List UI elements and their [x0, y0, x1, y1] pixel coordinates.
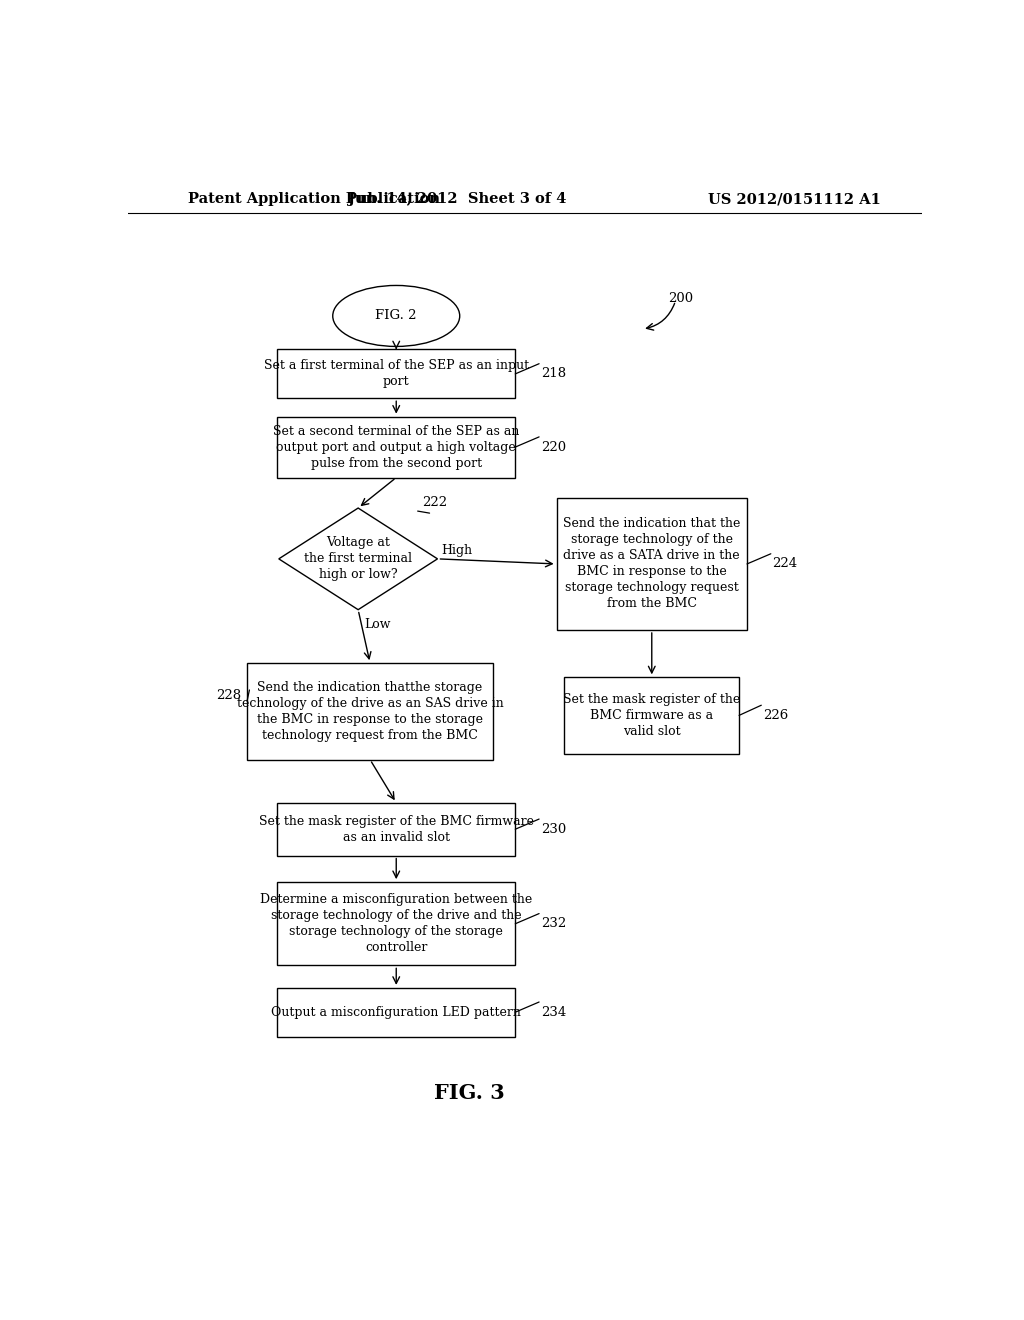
Text: 222: 222 [422, 496, 446, 510]
Text: Send the indication that the
storage technology of the
drive as a SATA drive in : Send the indication that the storage tec… [563, 517, 740, 610]
Text: 220: 220 [541, 441, 566, 454]
Text: Voltage at
the first terminal
high or low?: Voltage at the first terminal high or lo… [304, 536, 412, 581]
Text: 200: 200 [668, 292, 693, 305]
Text: 234: 234 [541, 1006, 566, 1019]
Text: US 2012/0151112 A1: US 2012/0151112 A1 [709, 191, 881, 206]
Text: 230: 230 [541, 822, 566, 836]
FancyBboxPatch shape [564, 677, 739, 754]
FancyBboxPatch shape [278, 882, 515, 965]
Text: 224: 224 [772, 557, 798, 570]
Ellipse shape [333, 285, 460, 346]
Text: 218: 218 [541, 367, 566, 380]
Text: Set the mask register of the BMC firmware
as an invalid slot: Set the mask register of the BMC firmwar… [259, 814, 534, 843]
Text: 228: 228 [216, 689, 242, 701]
Text: 226: 226 [763, 709, 788, 722]
FancyBboxPatch shape [278, 417, 515, 478]
Text: Send the indication thatthe storage
technology of the drive as an SAS drive in
t: Send the indication thatthe storage tech… [237, 681, 504, 742]
Text: 232: 232 [541, 917, 566, 931]
FancyBboxPatch shape [278, 803, 515, 855]
FancyBboxPatch shape [247, 663, 494, 759]
FancyBboxPatch shape [278, 350, 515, 399]
Text: Set a first terminal of the SEP as an input
port: Set a first terminal of the SEP as an in… [263, 359, 528, 388]
Polygon shape [279, 508, 437, 610]
Text: Jun. 14, 2012  Sheet 3 of 4: Jun. 14, 2012 Sheet 3 of 4 [348, 191, 566, 206]
Text: High: High [441, 544, 473, 557]
Text: Patent Application Publication: Patent Application Publication [187, 191, 439, 206]
Text: Set the mask register of the
BMC firmware as a
valid slot: Set the mask register of the BMC firmwar… [563, 693, 740, 738]
FancyBboxPatch shape [557, 498, 748, 630]
Text: Determine a misconfiguration between the
storage technology of the drive and the: Determine a misconfiguration between the… [260, 894, 532, 954]
Text: Low: Low [365, 618, 391, 631]
Text: FIG. 3: FIG. 3 [434, 1084, 505, 1104]
Text: FIG. 2: FIG. 2 [376, 309, 417, 322]
Text: Output a misconfiguration LED pattern: Output a misconfiguration LED pattern [271, 1006, 521, 1019]
Text: Set a second terminal of the SEP as an
output port and output a high voltage
pul: Set a second terminal of the SEP as an o… [273, 425, 519, 470]
FancyBboxPatch shape [278, 987, 515, 1036]
